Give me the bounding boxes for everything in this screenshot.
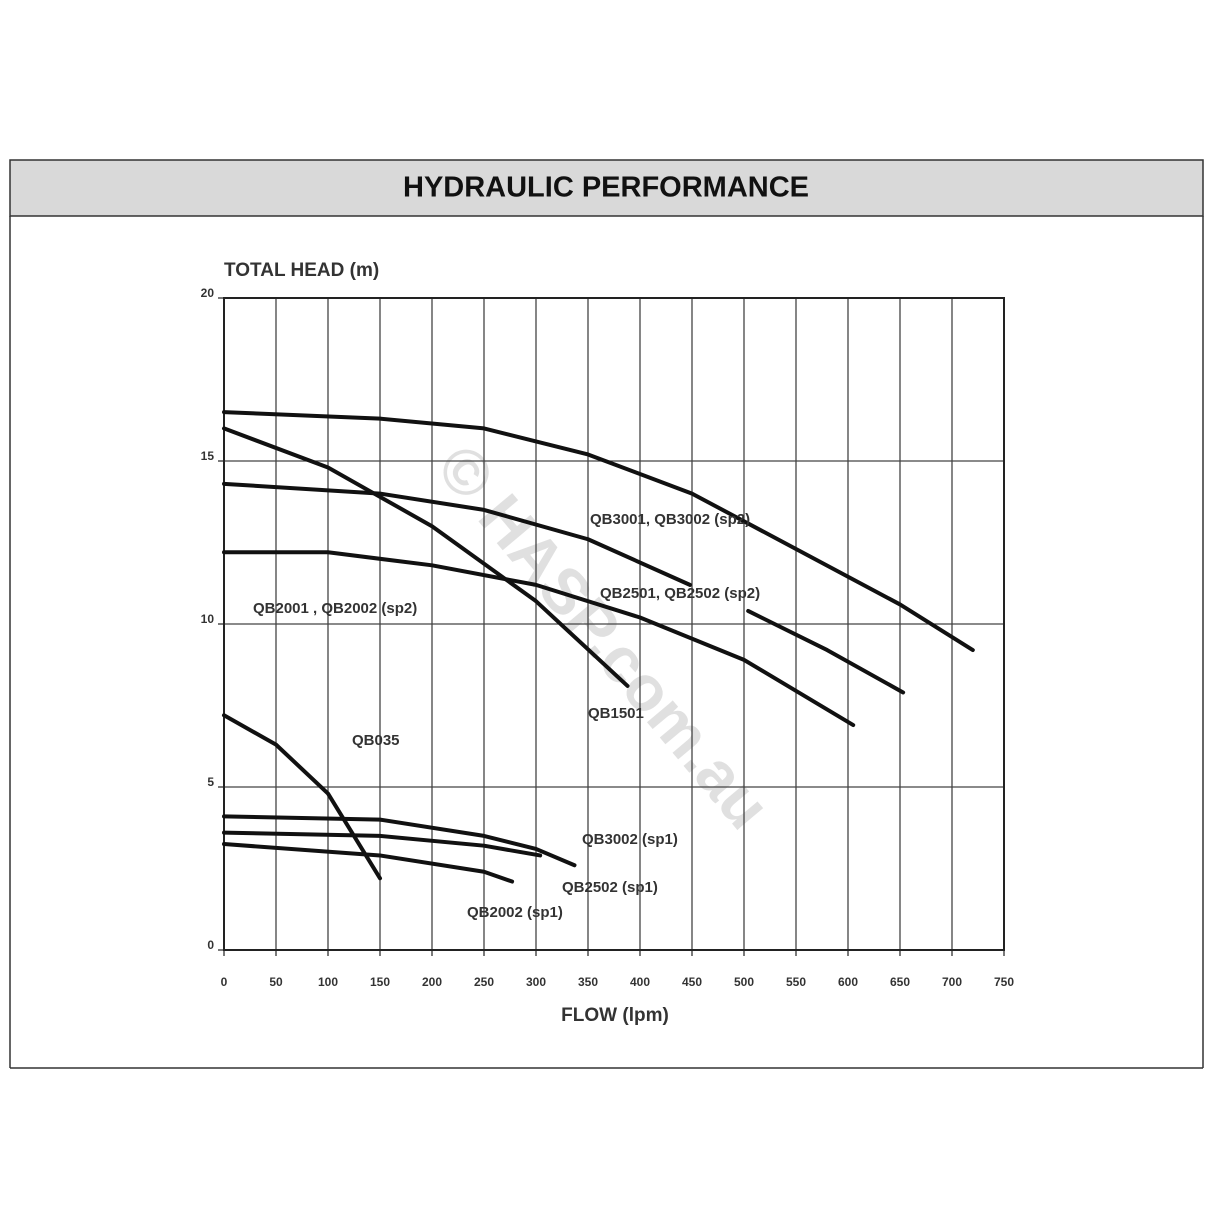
x-tick-label: 50 bbox=[269, 975, 283, 989]
header-band bbox=[9, 159, 1204, 217]
curve bbox=[222, 814, 577, 868]
x-tick-label: 250 bbox=[474, 975, 494, 989]
y-axis-title: TOTAL HEAD (m) bbox=[224, 260, 379, 281]
y-tick-label: 15 bbox=[201, 449, 215, 463]
x-tick-label: 600 bbox=[838, 975, 858, 989]
curve-label: QB3002 (sp1) bbox=[582, 831, 678, 848]
curve-label: QB2001 , QB2002 (sp2) bbox=[253, 600, 417, 617]
x-tick-label: 300 bbox=[526, 975, 546, 989]
x-tick-label: 400 bbox=[630, 975, 650, 989]
y-tick-label: 5 bbox=[207, 775, 214, 789]
x-tick-label: 150 bbox=[370, 975, 390, 989]
x-tick-label: 0 bbox=[221, 975, 228, 989]
y-tick-label: 0 bbox=[207, 938, 214, 952]
curve bbox=[222, 426, 630, 688]
curve-label: QB2002 (sp1) bbox=[467, 904, 563, 921]
x-tick-label: 700 bbox=[942, 975, 962, 989]
x-tick-label: 650 bbox=[890, 975, 910, 989]
curve-label: QB1501 bbox=[588, 705, 644, 722]
x-tick-label: 450 bbox=[682, 975, 702, 989]
curve bbox=[222, 550, 856, 728]
curve bbox=[222, 481, 906, 695]
x-tick-label: 100 bbox=[318, 975, 338, 989]
y-tick-label: 20 bbox=[201, 286, 215, 300]
x-tick-label: 550 bbox=[786, 975, 806, 989]
x-axis-title: FLOW (lpm) bbox=[561, 1005, 669, 1026]
curve bbox=[222, 410, 975, 653]
watermark: © HASP.com.au bbox=[423, 431, 784, 842]
y-tick-label: 10 bbox=[201, 612, 215, 626]
x-tick-label: 750 bbox=[994, 975, 1014, 989]
x-tick-label: 350 bbox=[578, 975, 598, 989]
curve-label: QB2502 (sp1) bbox=[562, 879, 658, 896]
plot-frame bbox=[223, 297, 1005, 951]
curve bbox=[222, 842, 515, 884]
curve-label: QB035 bbox=[352, 732, 400, 749]
curve-label: QB2501, QB2502 (sp2) bbox=[600, 585, 760, 602]
curve-label: QB3001, QB3002 (sp2) bbox=[590, 511, 750, 528]
chart-title: HYDRAULIC PERFORMANCE bbox=[403, 172, 809, 204]
curve bbox=[222, 830, 543, 858]
x-tick-label: 500 bbox=[734, 975, 754, 989]
x-tick-label: 200 bbox=[422, 975, 442, 989]
